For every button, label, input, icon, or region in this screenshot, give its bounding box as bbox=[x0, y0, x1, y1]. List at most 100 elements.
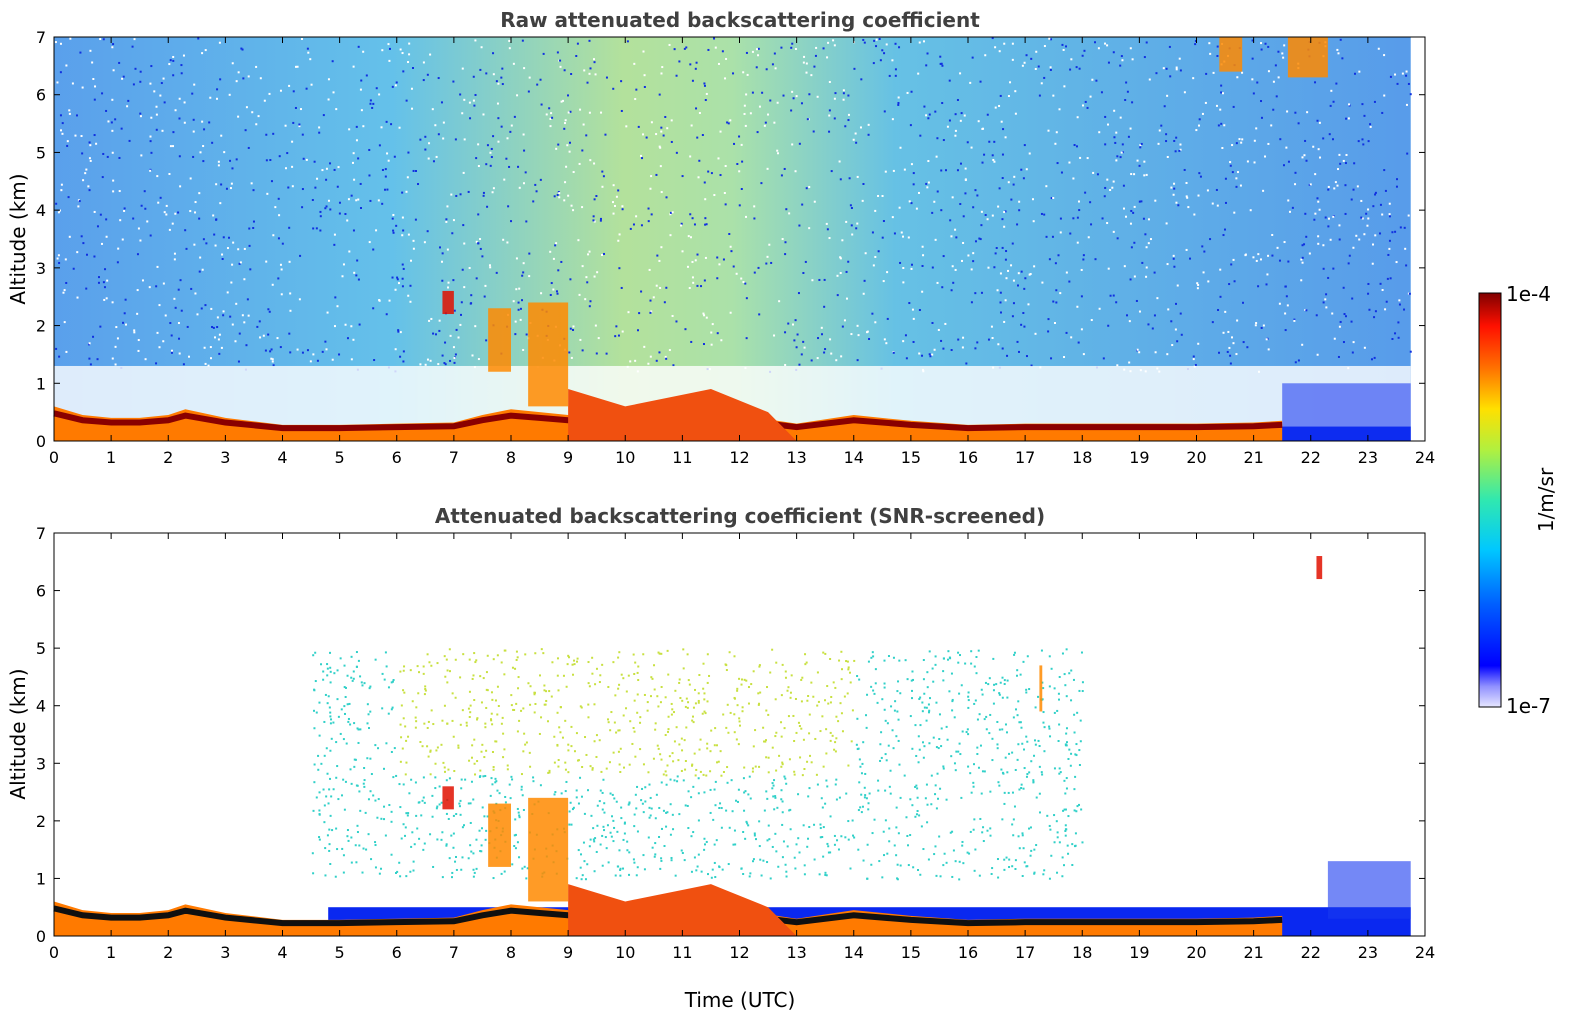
noise-speck bbox=[68, 235, 71, 238]
aerosol-speck bbox=[1006, 696, 1009, 699]
aerosol-speck bbox=[474, 661, 477, 664]
noise-speck bbox=[839, 178, 842, 181]
noise-speck bbox=[1211, 202, 1214, 205]
noise-speck bbox=[1062, 48, 1065, 51]
noise-speck bbox=[1294, 183, 1297, 186]
aerosol-speck bbox=[690, 835, 693, 838]
aerosol-speck bbox=[357, 741, 360, 744]
aerosol-speck bbox=[446, 681, 449, 684]
noise-speck bbox=[1115, 159, 1118, 162]
aerosol-speck bbox=[355, 665, 358, 668]
aerosol-speck bbox=[511, 863, 514, 866]
aerosol-speck bbox=[825, 752, 828, 755]
noise-speck bbox=[378, 93, 381, 96]
noise-speck bbox=[202, 238, 205, 241]
aerosol-speck bbox=[666, 649, 669, 652]
aerosol-speck bbox=[754, 729, 757, 732]
aerosol-speck bbox=[1038, 745, 1041, 748]
noise-speck bbox=[221, 253, 224, 256]
aerosol-speck bbox=[639, 716, 642, 719]
aerosol-speck bbox=[726, 766, 729, 769]
aerosol-speck bbox=[558, 726, 561, 729]
noise-speck bbox=[976, 341, 979, 344]
aerosol-speck bbox=[513, 708, 516, 711]
noise-speck bbox=[235, 158, 238, 161]
aerosol-speck bbox=[660, 859, 663, 862]
aerosol-speck bbox=[568, 823, 571, 826]
noise-speck bbox=[522, 133, 525, 136]
noise-speck bbox=[1308, 183, 1311, 186]
noise-speck bbox=[787, 322, 790, 325]
noise-speck bbox=[588, 72, 591, 75]
noise-speck bbox=[509, 130, 512, 133]
aerosol-speck bbox=[315, 796, 318, 799]
noise-speck bbox=[933, 348, 936, 351]
aerosol-speck bbox=[1026, 865, 1029, 868]
noise-speck bbox=[683, 47, 686, 50]
noise-speck bbox=[1293, 319, 1296, 322]
aerosol-speck bbox=[320, 762, 323, 765]
noise-speck bbox=[1103, 195, 1106, 198]
aerosol-speck bbox=[973, 763, 976, 766]
noise-speck bbox=[1372, 205, 1375, 208]
noise-speck bbox=[194, 292, 197, 295]
noise-speck bbox=[123, 312, 126, 315]
noise-speck bbox=[1003, 225, 1006, 228]
noise-speck bbox=[178, 352, 181, 355]
noise-speck bbox=[307, 51, 310, 54]
aerosol-speck bbox=[976, 753, 979, 756]
aerosol-speck bbox=[677, 759, 680, 762]
noise-speck bbox=[617, 239, 620, 242]
aerosol-speck bbox=[792, 714, 795, 717]
aerosol-speck bbox=[522, 808, 525, 811]
noise-speck bbox=[705, 223, 708, 226]
noise-speck bbox=[728, 232, 731, 235]
noise-speck bbox=[795, 95, 798, 98]
noise-speck bbox=[381, 49, 384, 52]
noise-speck bbox=[652, 296, 655, 299]
noise-speck bbox=[539, 178, 542, 181]
aerosol-speck bbox=[738, 720, 741, 723]
noise-speck bbox=[1369, 123, 1372, 126]
aerosol-speck bbox=[402, 689, 405, 692]
x-tick-label: 13 bbox=[786, 943, 806, 962]
noise-speck bbox=[1028, 273, 1031, 276]
noise-speck bbox=[588, 250, 591, 253]
noise-speck bbox=[658, 351, 661, 354]
noise-speck bbox=[557, 191, 560, 194]
noise-speck bbox=[1257, 253, 1260, 256]
noise-speck bbox=[1123, 265, 1126, 268]
noise-speck bbox=[473, 104, 476, 107]
noise-speck bbox=[96, 358, 99, 361]
aerosol-speck bbox=[999, 681, 1002, 684]
aerosol-speck bbox=[692, 706, 695, 709]
noise-speck bbox=[1337, 355, 1340, 358]
aerosol-speck bbox=[881, 876, 884, 879]
aerosol-speck bbox=[932, 680, 935, 683]
aerosol-speck bbox=[601, 834, 604, 837]
noise-speck bbox=[727, 122, 730, 125]
aerosol-speck bbox=[328, 828, 331, 831]
noise-speck bbox=[744, 124, 747, 127]
aerosol-speck bbox=[780, 765, 783, 768]
noise-speck bbox=[1124, 98, 1127, 101]
noise-speck bbox=[1070, 336, 1073, 339]
noise-speck bbox=[1324, 216, 1327, 219]
aerosol-speck bbox=[469, 844, 472, 847]
noise-speck bbox=[1032, 220, 1035, 223]
noise-speck bbox=[426, 73, 429, 76]
aerosol-speck bbox=[399, 723, 402, 726]
aerosol-speck bbox=[327, 695, 330, 698]
aerosol-speck bbox=[472, 852, 475, 855]
aerosol-speck bbox=[911, 670, 914, 673]
noise-speck bbox=[218, 41, 221, 44]
aerosol-speck bbox=[830, 695, 833, 698]
aerosol-speck bbox=[960, 796, 963, 799]
axes-snr: 0 1 2 3 4 5 6 7 8 9 10 11 12 13 14 15 16 17 18 19 20 21 22 23 24… bbox=[36, 524, 1435, 962]
x-tick-label: 8 bbox=[506, 448, 516, 467]
noise-speck bbox=[105, 235, 108, 238]
noise-speck bbox=[1345, 117, 1348, 120]
aerosol-speck bbox=[810, 761, 813, 764]
noise-speck bbox=[1192, 355, 1195, 358]
noise-speck bbox=[897, 102, 900, 105]
